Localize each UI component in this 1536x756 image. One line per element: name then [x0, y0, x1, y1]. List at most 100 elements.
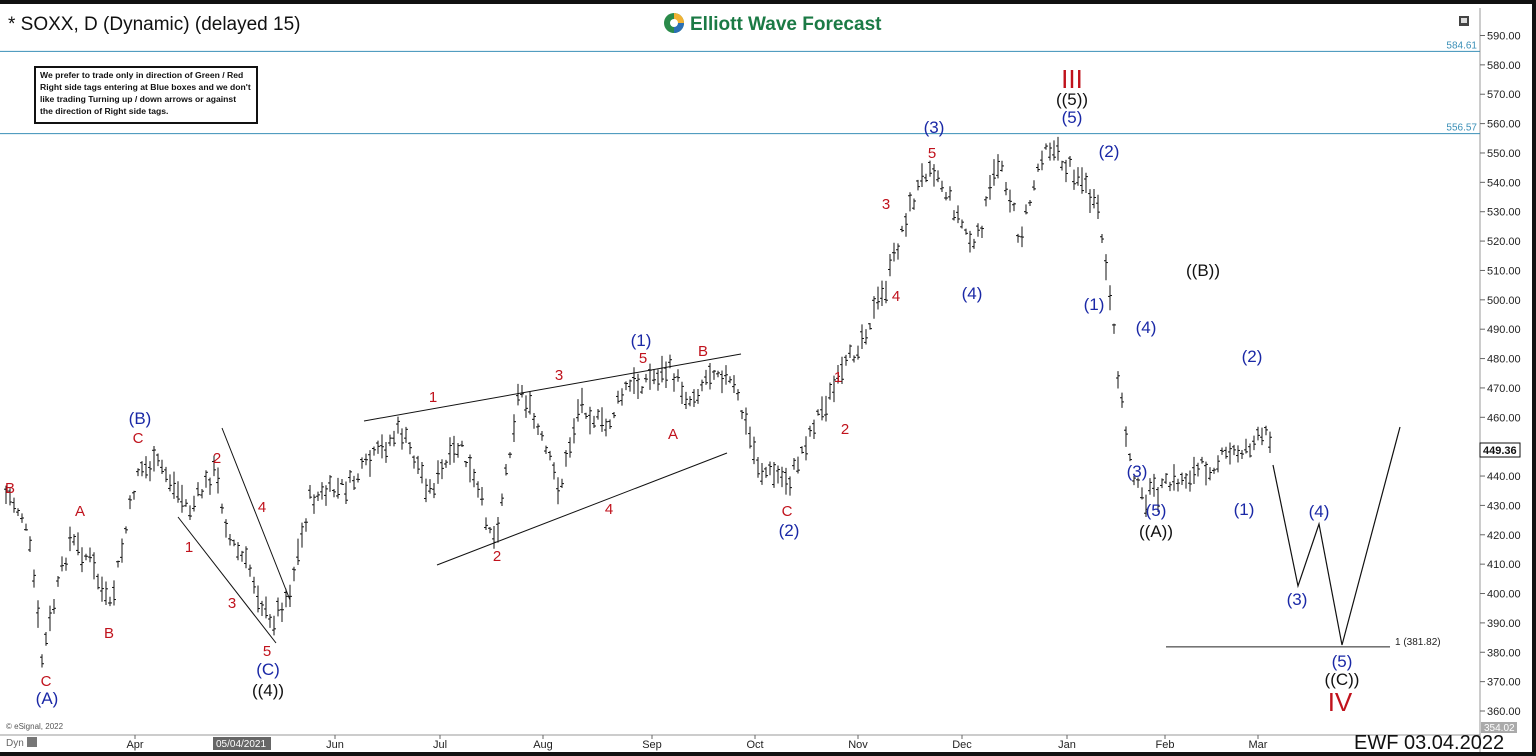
wave-label: ((A)): [1139, 522, 1173, 541]
x-tick-label: Aug: [533, 739, 553, 751]
y-tick-label: 390.00: [1487, 618, 1521, 630]
wave-label: (3): [924, 118, 945, 137]
y-tick-label: 430.00: [1487, 500, 1521, 512]
logo-text: Elliott Wave Forecast: [690, 14, 882, 35]
wave-label: (2): [779, 521, 800, 540]
wave-labels: BC(A)AB(B)C12345(C)((4))12345(1)ABC(2)12…: [5, 64, 1359, 717]
wave-label: 4: [892, 288, 900, 305]
wave-label: (5): [1332, 652, 1353, 671]
wave-label: (4): [962, 284, 983, 303]
wave-label: C: [133, 430, 144, 447]
wave-label: (1): [1234, 500, 1255, 519]
y-tick-label: 500.00: [1487, 295, 1521, 307]
projection-line: [1272, 426, 1401, 646]
dyn-icon: [27, 737, 37, 747]
trend-line: [177, 516, 277, 644]
bottom-value-tag: 354.02: [1481, 722, 1517, 734]
y-tick-label: 540.00: [1487, 177, 1521, 189]
wave-label: ((C)): [1325, 670, 1360, 689]
x-tick-label: Feb: [1156, 739, 1175, 751]
y-tick-label: 420.00: [1487, 530, 1521, 542]
y-tick-label: 440.00: [1487, 471, 1521, 483]
y-tick-label: 470.00: [1487, 383, 1521, 395]
x-tick-label: Mar: [1249, 739, 1268, 751]
wave-label: 1: [834, 369, 842, 386]
bottom-value: 354.02: [1484, 723, 1515, 734]
wave-label: (3): [1127, 462, 1148, 481]
fib-label: 1 (381.82): [1395, 637, 1441, 648]
dyn-badge[interactable]: Dyn: [6, 737, 37, 749]
level-label: 556.57: [1446, 123, 1477, 134]
y-tick-label: 570.00: [1487, 89, 1521, 101]
x-tick-label: Nov: [848, 739, 868, 751]
y-tick-label: 550.00: [1487, 148, 1521, 160]
note-line-3: like trading Turning up / down arrows or…: [40, 94, 236, 104]
wave-label: 5: [639, 350, 647, 367]
wave-label: B: [104, 625, 114, 642]
price-bars: [4, 136, 1272, 668]
ewf-stamp: EWF 03.04.2022: [1354, 732, 1504, 754]
wave-label: C: [41, 673, 52, 690]
wave-label: 3: [228, 595, 236, 612]
top-border: [0, 0, 1536, 4]
trend-line: [436, 452, 728, 566]
x-tick-label: Sep: [642, 739, 662, 751]
wave-label: IV: [1328, 687, 1353, 717]
wave-label: B: [698, 343, 708, 360]
y-tick-label: 490.00: [1487, 324, 1521, 336]
wave-label: 1: [429, 389, 437, 406]
dyn-label: Dyn: [6, 738, 24, 749]
date-marker-text: 05/04/2021: [216, 739, 266, 750]
note-line-1: We prefer to trade only in direction of …: [40, 70, 243, 80]
window-restore-icon[interactable]: [1459, 16, 1469, 26]
x-tick-label: Oct: [746, 739, 763, 751]
trend-lines: [177, 353, 742, 644]
wave-label: 3: [555, 367, 563, 384]
y-tick-label: 480.00: [1487, 354, 1521, 366]
projection-path: [1272, 426, 1401, 646]
y-tick-label: 370.00: [1487, 677, 1521, 689]
wave-label: (3): [1287, 590, 1308, 609]
wave-label: ((4)): [252, 681, 284, 700]
wave-label: 4: [605, 501, 613, 518]
x-tick-label: Jan: [1058, 739, 1076, 751]
y-tick-label: 400.00: [1487, 589, 1521, 601]
date-marker: 05/04/2021: [213, 737, 271, 750]
wave-label: (5): [1146, 501, 1167, 520]
wave-label: 4: [258, 499, 266, 516]
wave-label: 5: [928, 145, 936, 162]
last-price-tag: 449.36: [1479, 442, 1521, 458]
y-tick-label: 580.00: [1487, 60, 1521, 72]
bottom-border: [0, 752, 1536, 756]
wave-label: (5): [1062, 108, 1083, 127]
wave-label: III: [1061, 64, 1083, 94]
wave-label: (1): [1084, 295, 1105, 314]
last-price-value: 449.36: [1483, 445, 1517, 457]
y-axis: 360.00 370.00 380.00 390.00 400.00 410.00 420.…: [1480, 30, 1521, 718]
x-tick-label: Apr: [126, 739, 143, 751]
x-tick-label: Jul: [433, 739, 447, 751]
wave-label: (1): [631, 331, 652, 350]
trend-line: [363, 353, 742, 422]
level-label: 584.61: [1446, 40, 1477, 51]
y-tick-label: 410.00: [1487, 559, 1521, 571]
wave-label: B: [5, 480, 15, 497]
logo: Elliott Wave Forecast: [664, 13, 882, 35]
y-tick-label: 520.00: [1487, 236, 1521, 248]
y-tick-label: 360.00: [1487, 706, 1521, 718]
wave-label: (4): [1309, 502, 1330, 521]
chart-title: * SOXX, D (Dynamic) (delayed 15): [8, 14, 301, 35]
y-tick-label: 460.00: [1487, 412, 1521, 424]
wave-label: 3: [882, 196, 890, 213]
wave-label: (2): [1099, 142, 1120, 161]
copyright-text: © eSignal, 2022: [6, 722, 64, 731]
horizontal-levels: 584.61 556.57 1 (381.82): [0, 40, 1480, 648]
wave-label: (B): [129, 409, 152, 428]
wave-label: 2: [841, 421, 849, 438]
y-tick-label: 560.00: [1487, 119, 1521, 131]
note-line-2: Right side tags entering at Blue boxes a…: [40, 82, 251, 92]
wave-label: A: [75, 503, 85, 520]
y-tick-label: 530.00: [1487, 207, 1521, 219]
y-tick-label: 380.00: [1487, 647, 1521, 659]
